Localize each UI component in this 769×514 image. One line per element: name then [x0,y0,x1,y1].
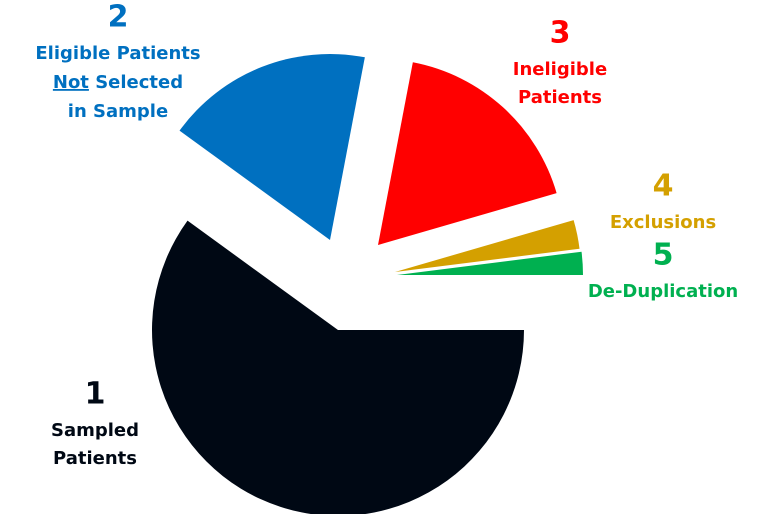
slice-number: 2 [108,0,129,35]
slice-label: Not Selected [53,72,183,93]
slice-number: 5 [653,238,674,273]
pie-slice [152,220,524,514]
slice-label: De-Duplication [588,281,738,302]
slice-label: Sampled [51,420,139,441]
slice-number: 4 [653,169,674,204]
slice-label: Patients [518,87,602,108]
slice-label: Patients [53,448,137,469]
slice-number: 1 [85,377,106,412]
slice-number: 3 [550,16,571,51]
slice-label-part: Selected [89,72,183,93]
pie-slice [378,62,557,245]
slice-label: in Sample [68,101,168,122]
slice-label: Eligible Patients [35,43,200,64]
slice-label: Ineligible [513,59,607,80]
slice-label-part: Not [53,72,89,93]
slice-label: Exclusions [610,212,716,233]
pie-slice [395,220,580,272]
pie-slice [397,251,583,275]
pie-slice [179,54,365,240]
